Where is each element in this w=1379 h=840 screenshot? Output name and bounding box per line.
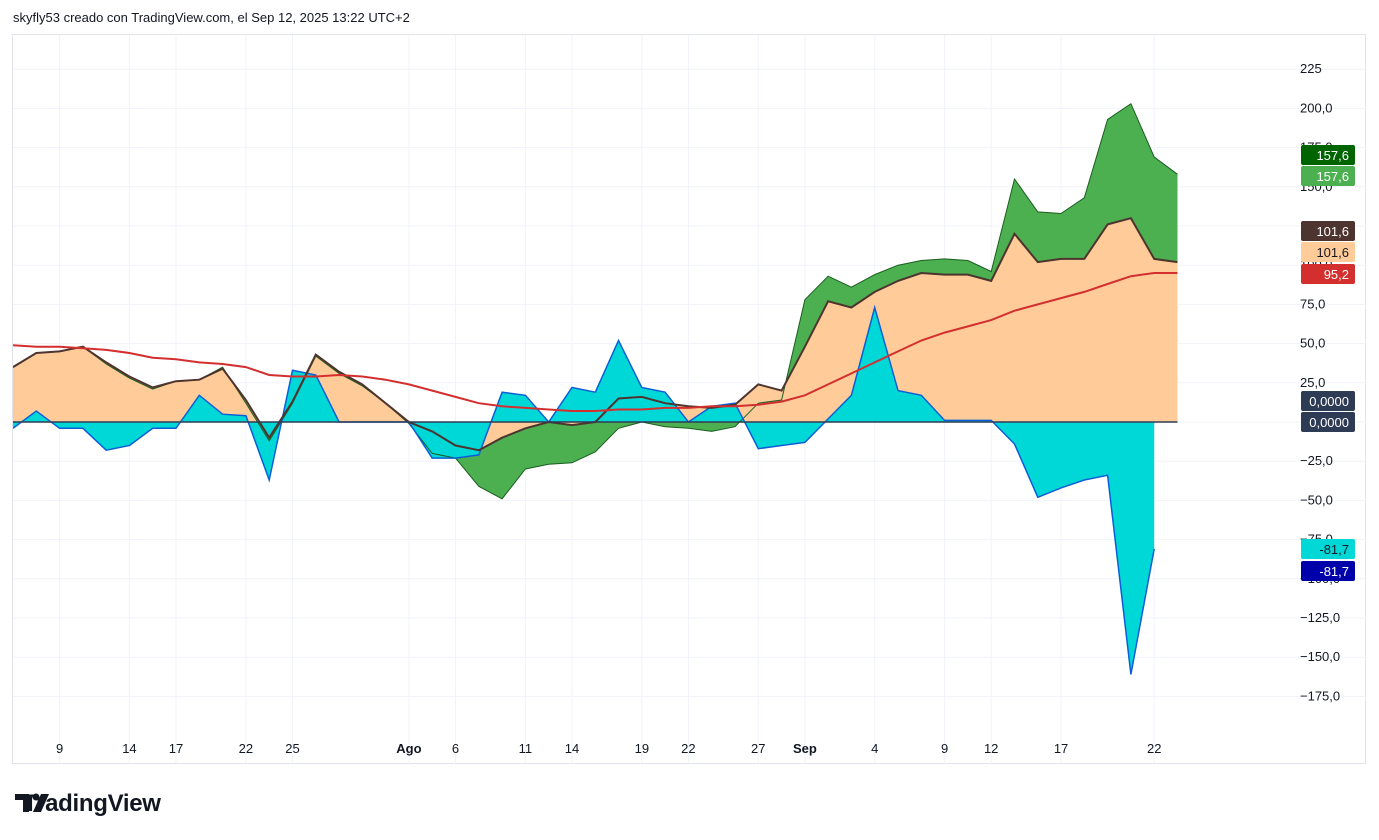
y-tick-label: −50,0 [1300,492,1333,507]
y-tick-label: 25,0 [1300,375,1325,390]
y-tick-label: 75,0 [1300,296,1325,311]
price-badge-label: 0,0000 [1309,415,1349,430]
price-badge-label: 157,6 [1316,148,1349,163]
price-badge-label: 157,6 [1316,169,1349,184]
x-tick-label: 17 [1054,741,1068,756]
chart-frame[interactable]: 9 14 17 22 25 Ago 6 11 14 19 22 27 Sep 4 9 12 17 22 225 20… [12,34,1367,765]
price-badges: 157,6 157,6 101,6 101,6 95,2 0,0000 0,0000 -81,… [1301,145,1355,581]
x-tick-label: 9 [941,741,948,756]
x-tick-label: 19 [635,741,649,756]
price-badge: -81,7 [1301,539,1355,559]
x-tick-label: 22 [681,741,695,756]
tradingview-logo-icon [15,793,49,812]
x-tick-label: 11 [519,741,533,756]
y-tick-label: 225 [1300,61,1322,76]
price-badge-label: -81,7 [1319,564,1349,579]
price-badge-bg [1301,145,1355,165]
x-tick-label: Sep [793,741,817,756]
price-badge: 157,6 [1301,166,1355,186]
price-badge-label: 101,6 [1316,224,1349,239]
x-tick-label: 14 [565,741,579,756]
x-tick-label: 17 [169,741,183,756]
red-line [13,272,1178,412]
x-tick-label: 4 [871,741,878,756]
chart-layers [13,102,1178,675]
y-tick-label: −125,0 [1300,610,1340,625]
price-badge-bg [1301,166,1355,186]
blue-line [13,304,1155,675]
x-tick-label: 27 [751,741,765,756]
price-badge-bg [1301,391,1355,411]
price-badge: 95,2 [1301,264,1355,284]
chart-svg[interactable]: 9 14 17 22 25 Ago 6 11 14 19 22 27 Sep 4 9 12 17 22 225 20… [13,35,1367,765]
price-badge: 101,6 [1301,242,1355,262]
x-tick-label: 25 [285,741,299,756]
x-axis: 9 14 17 22 25 Ago 6 11 14 19 22 27 Sep 4 9 12 17 22 [56,741,1161,756]
y-tick-label: 50,0 [1300,336,1325,351]
price-badge: -81,7 [1301,561,1355,581]
price-badge-bg [1301,561,1355,581]
tradingview-logo[interactable]: TradingView [15,790,161,818]
x-tick-label: 22 [1147,741,1161,756]
price-badge-label: -81,7 [1319,542,1349,557]
chart-header-text: skyfly53 creado con TradingView.com, el … [13,10,410,25]
price-badge-bg [1301,412,1355,432]
x-tick-label: Ago [396,741,421,756]
y-tick-label: −150,0 [1300,649,1340,664]
price-badge: 0,0000 [1301,391,1355,411]
price-badge-bg [1301,539,1355,559]
x-tick-label: 22 [239,741,253,756]
x-tick-label: 9 [56,741,63,756]
price-badge-label: 95,2 [1324,267,1349,282]
price-badge-bg [1301,264,1355,284]
price-badge-bg [1301,242,1355,262]
y-tick-label: −175,0 [1300,688,1340,703]
y-tick-label: −25,0 [1300,453,1333,468]
price-badge-label: 0,0000 [1309,394,1349,409]
x-tick-label: 12 [984,741,998,756]
price-badge-label: 101,6 [1316,245,1349,260]
price-badge: 101,6 [1301,221,1355,241]
x-tick-label: 6 [452,741,459,756]
cyan-area [13,307,1155,675]
y-tick-label: 200,0 [1300,100,1333,115]
price-badge: 157,6 [1301,145,1355,165]
price-badge: 0,0000 [1301,412,1355,432]
x-tick-label: 14 [122,741,136,756]
price-badge-bg [1301,221,1355,241]
